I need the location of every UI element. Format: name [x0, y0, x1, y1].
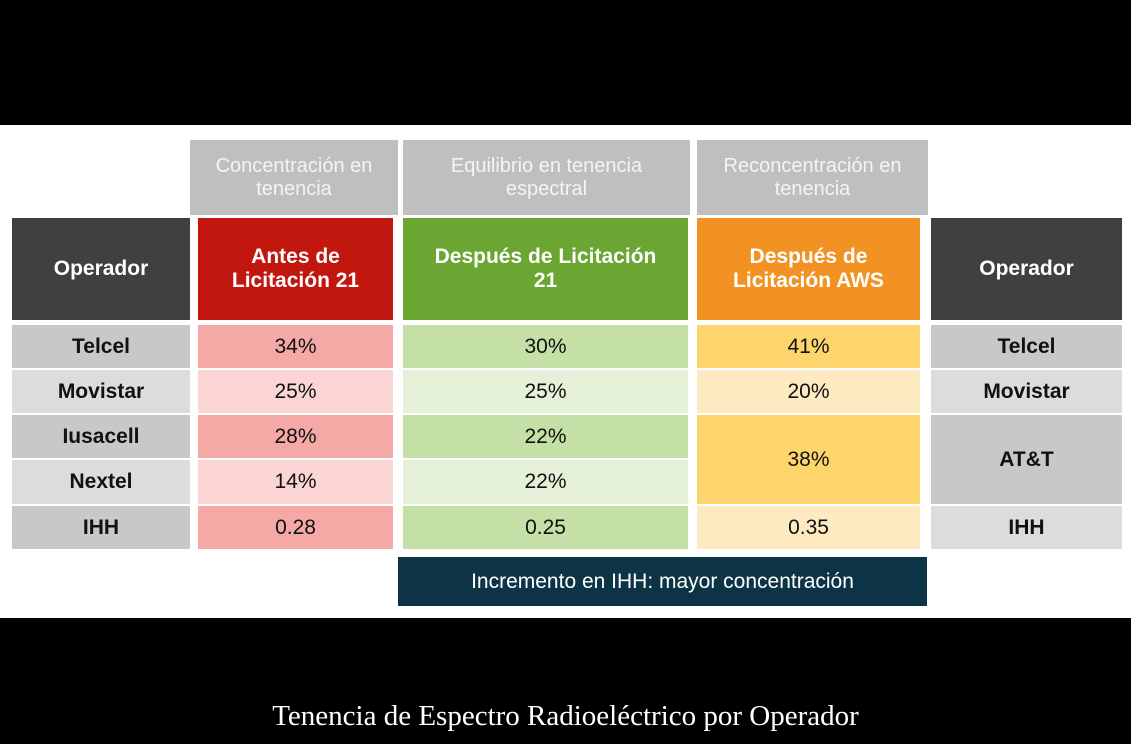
row-label: AT&T [931, 415, 1122, 504]
table-cell: 34% [198, 325, 393, 368]
table-cell: 22% [403, 415, 688, 458]
row-label: IHH [931, 506, 1122, 549]
column-header: Después de Licitación 21 [403, 218, 688, 320]
note-box: Incremento en IHH: mayor concentración [398, 557, 927, 606]
table-cell: 20% [697, 370, 920, 413]
group-header: Reconcentración en tenencia [697, 140, 928, 215]
column-header: Después de Licitación AWS [697, 218, 920, 320]
row-label: Iusacell [12, 415, 190, 458]
column-header: Antes de Licitación 21 [198, 218, 393, 320]
table-cell: 0.25 [403, 506, 688, 549]
row-label: Nextel [12, 460, 190, 504]
caption: Tenencia de Espectro Radioeléctrico por … [272, 700, 859, 732]
row-label: Movistar [931, 370, 1122, 413]
table-cell: 0.35 [697, 506, 920, 549]
table-cell: 38% [697, 415, 920, 504]
table-cell: 22% [403, 460, 688, 504]
table-cell: 0.28 [198, 506, 393, 549]
row-label: Movistar [12, 370, 190, 413]
header-cell: Operador [12, 218, 190, 320]
table-cell: 28% [198, 415, 393, 458]
group-header: Equilibrio en tenencia espectral [403, 140, 690, 215]
row-label: Telcel [931, 325, 1122, 368]
table-cell: 14% [198, 460, 393, 504]
row-label: Telcel [12, 325, 190, 368]
table-cell: 25% [198, 370, 393, 413]
row-label: IHH [12, 506, 190, 549]
table-cell: 30% [403, 325, 688, 368]
group-header: Concentración en tenencia [190, 140, 398, 215]
table-cell: 25% [403, 370, 688, 413]
table-cell: 41% [697, 325, 920, 368]
header-cell: Operador [931, 218, 1122, 320]
